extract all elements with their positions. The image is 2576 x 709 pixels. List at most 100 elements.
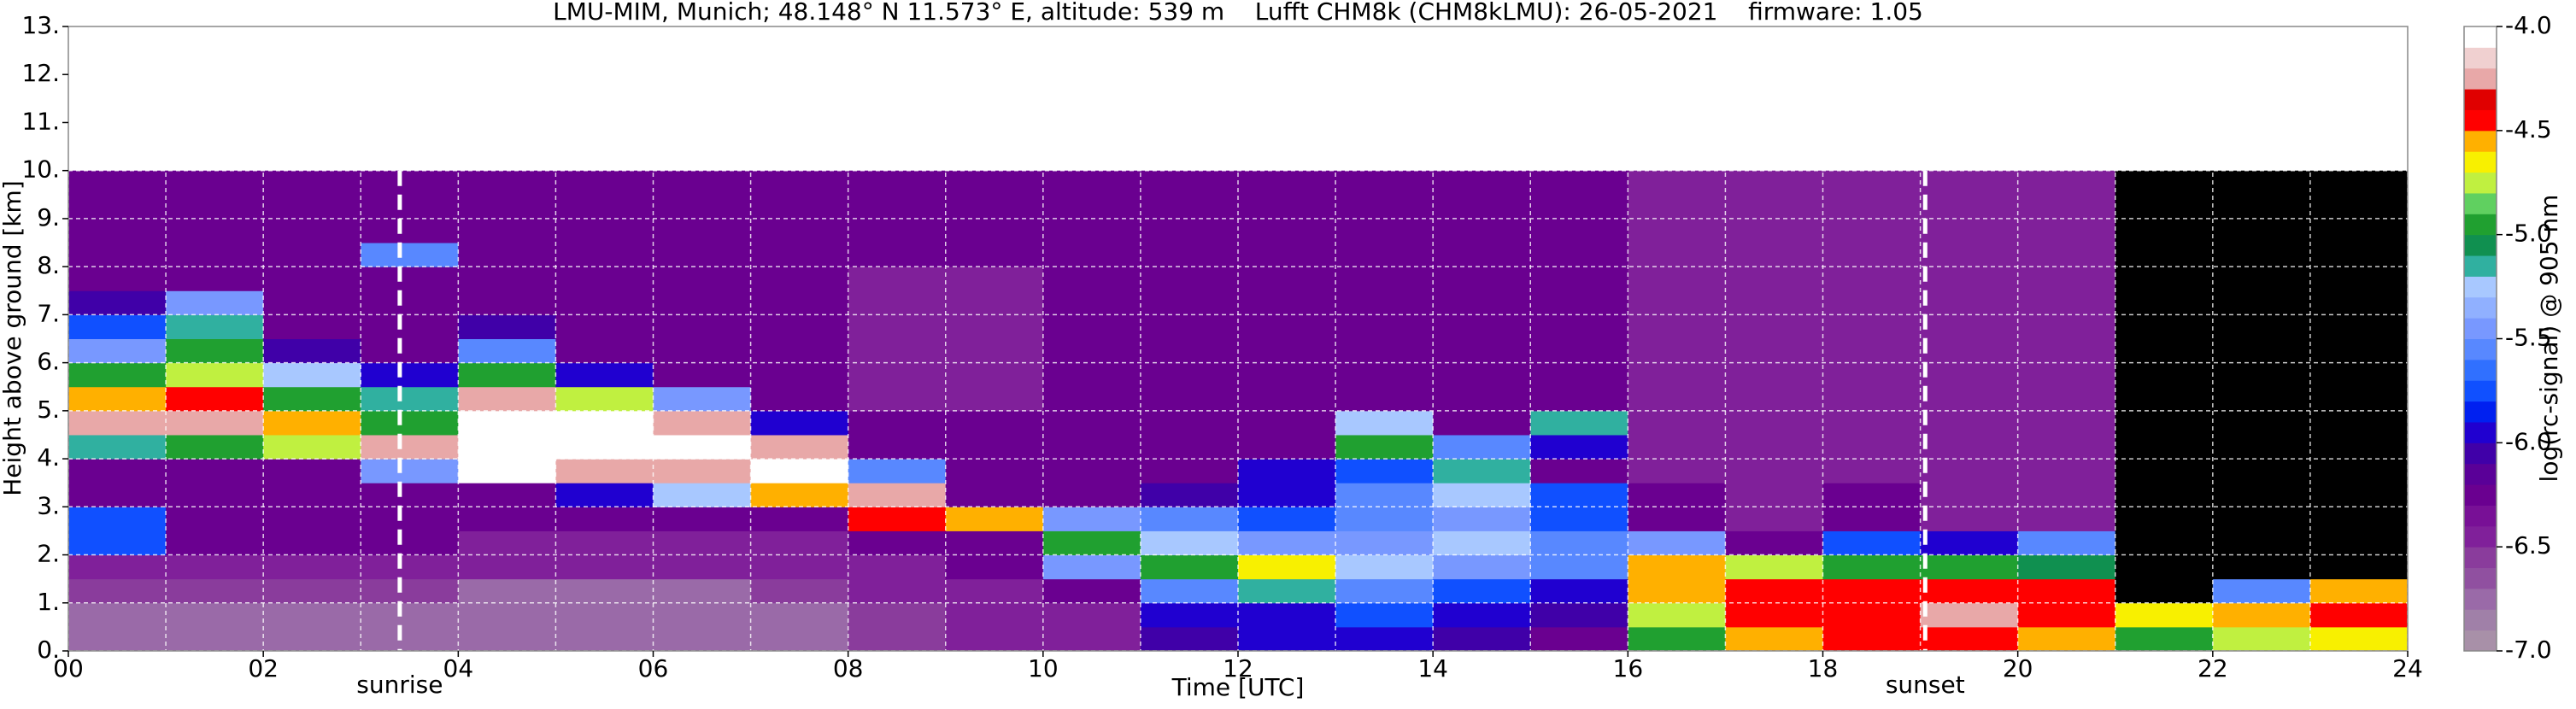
heatmap-cell: [1628, 362, 1726, 388]
heatmap-cell: [945, 483, 1044, 507]
colorbar-segment: [2464, 359, 2497, 381]
heatmap-cell: [2212, 483, 2311, 507]
heatmap-cell: [458, 338, 556, 364]
heatmap-cell: [361, 483, 459, 507]
heatmap-cell: [263, 338, 361, 364]
heatmap-cell: [1335, 290, 1434, 315]
heatmap-cell: [68, 290, 167, 315]
heatmap-cell: [1530, 459, 1628, 483]
heatmap-cell: [653, 434, 752, 460]
heatmap-cell: [945, 626, 1044, 652]
heatmap-cell: [1140, 170, 1239, 196]
heatmap-cell: [653, 410, 752, 436]
heatmap-cell: [2017, 483, 2116, 507]
heatmap-cell: [1042, 626, 1141, 652]
heatmap-cell: [1725, 314, 1823, 339]
heatmap-cell: [1822, 314, 1922, 339]
heatmap-cell: [848, 459, 947, 483]
heatmap-cell: [848, 410, 947, 436]
heatmap-cell: [2115, 530, 2214, 556]
heatmap-cell: [458, 554, 556, 580]
heatmap-cell: [750, 338, 849, 364]
heatmap-cell: [555, 459, 654, 483]
heatmap-cell: [1628, 170, 1726, 196]
heatmap-cell: [2017, 410, 2116, 436]
heatmap-cell: [945, 410, 1044, 436]
heatmap-cell: [166, 362, 264, 388]
heatmap-cell: [848, 626, 947, 652]
heatmap-cell: [1238, 194, 1336, 220]
heatmap-cell: [2017, 530, 2116, 556]
heatmap-cell: [458, 626, 556, 652]
heatmap-cell: [1920, 602, 2019, 628]
heatmap-cell: [1335, 362, 1434, 388]
heatmap-cell: [2115, 290, 2214, 315]
heatmap-cell: [361, 626, 459, 652]
heatmap-cell: [361, 218, 459, 243]
heatmap-cell: [848, 218, 947, 243]
y-tick-label: 2.: [37, 540, 60, 568]
heatmap-cell: [361, 314, 459, 339]
heatmap-cell: [68, 338, 167, 364]
colorbar-segment: [2464, 567, 2497, 589]
heatmap-cell: [2212, 170, 2311, 196]
heatmap-cell: [458, 243, 556, 267]
heatmap-cell: [848, 578, 947, 604]
heatmap-cell: [361, 434, 459, 460]
heatmap-cell: [945, 554, 1044, 580]
heatmap-cell: [1822, 530, 1922, 556]
heatmap-cell: [166, 290, 264, 315]
heatmap-cell: [653, 626, 752, 652]
colorbar-segment: [2464, 296, 2497, 319]
heatmap-cell: [2309, 578, 2409, 604]
colorbar-segment: [2464, 47, 2497, 69]
heatmap-cell: [166, 459, 264, 483]
heatmap-cell: [2017, 578, 2116, 604]
heatmap-cell: [1433, 218, 1531, 243]
heatmap-cell: [2017, 218, 2116, 243]
heatmap-cell: [1433, 410, 1531, 436]
heatmap-cell: [555, 554, 654, 580]
heatmap-cell: [2309, 267, 2409, 291]
heatmap-cell: [555, 267, 654, 291]
y-tick-label: 10.: [21, 155, 60, 184]
colorbar-tick-label: -7.0: [2505, 636, 2552, 664]
heatmap-cell: [263, 483, 361, 507]
heatmap-cell: [1725, 243, 1823, 267]
heatmap-cell: [263, 267, 361, 291]
heatmap-cell: [1725, 267, 1823, 291]
heatmap-cell: [1822, 626, 1922, 652]
heatmap-cell: [1433, 434, 1531, 460]
colorbar-segment: [2464, 484, 2497, 506]
heatmap-cell: [1628, 554, 1726, 580]
heatmap-cell: [945, 507, 1044, 531]
colorbar-segment: [2464, 214, 2497, 236]
heatmap-cell: [2115, 218, 2214, 243]
heatmap-cell: [1433, 602, 1531, 628]
heatmap-cell: [750, 434, 849, 460]
heatmap-cell: [1238, 602, 1336, 628]
heatmap-cell: [1530, 170, 1628, 196]
heatmap-cell: [1042, 314, 1141, 339]
heatmap-cell: [361, 410, 459, 436]
colorbar-segment: [2464, 338, 2497, 360]
heatmap-cell: [653, 459, 752, 483]
heatmap-cell: [945, 386, 1044, 412]
colorbar-segment: [2464, 89, 2497, 110]
heatmap-cell: [1530, 194, 1628, 220]
heatmap-cell: [2017, 170, 2116, 196]
heatmap-cell: [1140, 362, 1239, 388]
colorbar-tick-label: -4.0: [2505, 11, 2552, 39]
heatmap-cell: [166, 410, 264, 436]
heatmap-cell: [1822, 290, 1922, 315]
heatmap-cell: [1042, 554, 1141, 580]
heatmap-cell: [68, 267, 167, 291]
y-tick-label: 6.: [37, 348, 60, 376]
heatmap-cell: [1042, 507, 1141, 531]
heatmap-cell: [750, 530, 849, 556]
heatmap-cell: [68, 507, 167, 531]
colorbar-segment: [2464, 130, 2497, 152]
heatmap-cell: [945, 170, 1044, 196]
heatmap-cell: [1628, 602, 1726, 628]
heatmap-cell: [1335, 602, 1434, 628]
